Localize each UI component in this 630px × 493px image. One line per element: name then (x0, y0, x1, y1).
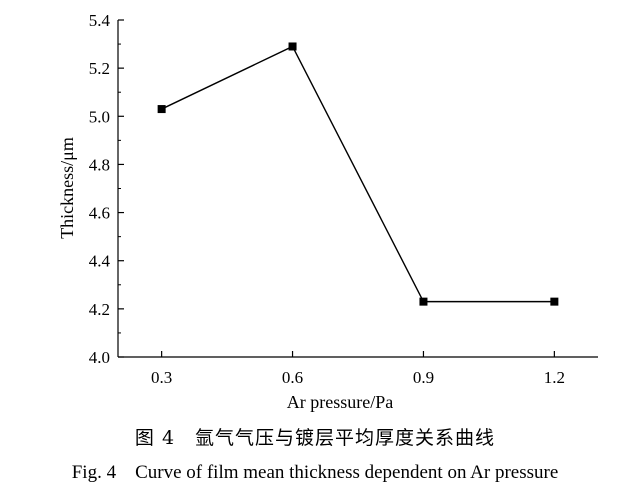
data-point-marker (288, 42, 297, 51)
y-tick-label: 4.6 (89, 204, 110, 223)
x-tick-label: 0.3 (151, 368, 172, 387)
data-point-marker (157, 105, 166, 114)
y-axis-label: Thickness/μm (57, 137, 77, 239)
y-axis-ticks: 4.0 4.2 4.4 4.6 4.8 5.0 5.2 5.4 (89, 11, 124, 367)
y-tick-label: 4.4 (89, 252, 111, 271)
series-lines (161, 45, 555, 303)
y-tick-label: 5.4 (89, 11, 111, 30)
y-tick-label: 4.8 (89, 155, 110, 174)
x-axis-label: Ar pressure/Pa (287, 392, 393, 412)
x-tick-label: 0.6 (282, 368, 303, 387)
data-points (157, 42, 559, 306)
data-point-marker (550, 297, 559, 306)
data-point-marker (419, 297, 428, 306)
x-tick-label: 1.2 (544, 368, 565, 387)
y-tick-label: 4.2 (89, 300, 110, 319)
y-tick-label: 5.0 (89, 107, 110, 126)
figure-caption-chinese: 图 4 氩气气压与镀层平均厚度关系曲线 (134, 427, 496, 449)
x-tick-label: 0.9 (413, 368, 434, 387)
figure-caption-english: Fig. 4 Curve of film mean thickness depe… (71, 462, 559, 483)
y-tick-label: 5.2 (89, 59, 110, 78)
line-chart: 0.3 0.6 0.9 1.2 4.0 4.2 4.4 4.6 4.8 5.0 5.2 5.4 Ar… (57, 11, 598, 412)
x-axis-ticks: 0.3 0.6 0.9 1.2 (151, 351, 565, 387)
chart-axes (117, 20, 598, 358)
y-tick-label: 4.0 (89, 348, 110, 367)
series-line (161, 45, 555, 303)
